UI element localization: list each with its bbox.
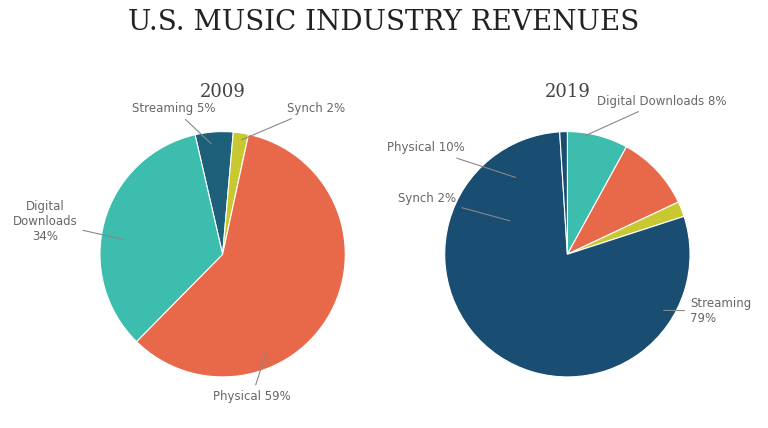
- Wedge shape: [223, 132, 249, 254]
- Text: Digital Downloads 8%: Digital Downloads 8%: [584, 95, 726, 136]
- Title: 2019: 2019: [545, 83, 591, 101]
- Wedge shape: [445, 132, 690, 377]
- Text: Streaming
79%: Streaming 79%: [664, 297, 751, 325]
- Wedge shape: [560, 131, 568, 254]
- Text: Physical 59%: Physical 59%: [213, 353, 291, 403]
- Wedge shape: [568, 202, 684, 254]
- Text: Synch 2%: Synch 2%: [399, 192, 510, 221]
- Text: Synch 2%: Synch 2%: [241, 102, 345, 140]
- Text: U.S. MUSIC INDUSTRY REVENUES: U.S. MUSIC INDUSTRY REVENUES: [128, 9, 640, 36]
- Title: 2009: 2009: [200, 83, 246, 101]
- Wedge shape: [137, 134, 346, 377]
- Wedge shape: [100, 135, 223, 342]
- Wedge shape: [568, 131, 627, 254]
- Wedge shape: [568, 147, 678, 254]
- Text: Physical 10%: Physical 10%: [387, 142, 515, 178]
- Text: Digital
Downloads
34%: Digital Downloads 34%: [13, 200, 124, 243]
- Text: Streaming 5%: Streaming 5%: [132, 102, 215, 144]
- Wedge shape: [195, 131, 233, 254]
